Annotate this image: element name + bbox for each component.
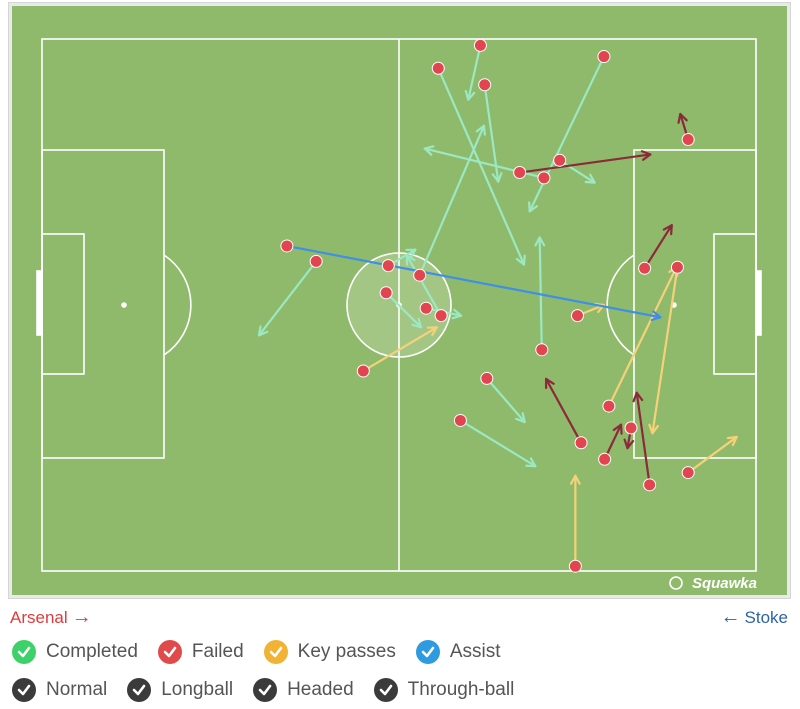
pass-origin-dot bbox=[602, 399, 616, 413]
legend-label: Through-ball bbox=[407, 679, 515, 700]
pass-origin-dot bbox=[670, 260, 684, 274]
legend-item-longball[interactable]: Longball bbox=[127, 678, 233, 702]
check-icon bbox=[373, 678, 398, 702]
pass-origin-dot bbox=[453, 413, 467, 427]
watermark-icon bbox=[669, 576, 683, 590]
pass-origin-dot bbox=[419, 301, 433, 315]
pass-origin-dot bbox=[480, 371, 494, 385]
pass-completed bbox=[385, 291, 423, 329]
legend-label: Normal bbox=[46, 679, 108, 700]
pass-origin-dot bbox=[473, 38, 487, 52]
legend-item-headed[interactable]: Headed bbox=[253, 678, 354, 702]
check-icon bbox=[415, 640, 440, 664]
pass-failed bbox=[544, 377, 583, 444]
pass-origin-dot bbox=[624, 421, 638, 435]
home-team: Arsenal → bbox=[10, 606, 96, 629]
arrow-right-icon: → bbox=[71, 606, 92, 628]
pass-origin-dot bbox=[598, 452, 612, 466]
left-penalty-arc bbox=[163, 254, 192, 356]
pass-origin-dot bbox=[643, 478, 657, 492]
pass-origin-dot bbox=[535, 343, 549, 357]
pass-origin-dot bbox=[434, 309, 448, 323]
pass-completed bbox=[464, 44, 482, 101]
check-icon bbox=[12, 678, 36, 702]
pass-completed bbox=[437, 67, 526, 266]
pass-origin-dot bbox=[379, 286, 393, 300]
pass-completed bbox=[257, 260, 318, 337]
legend-item-key-passes[interactable]: Key passes bbox=[263, 640, 396, 664]
pass-origin-dot bbox=[513, 166, 527, 180]
pass-origin-dot bbox=[568, 559, 582, 573]
pass-origin-dot bbox=[571, 309, 584, 323]
right-goal bbox=[755, 270, 762, 336]
pitch-frame: Squawka bbox=[8, 2, 791, 599]
pass-failed bbox=[643, 224, 673, 270]
legend-item-completed[interactable]: Completed bbox=[12, 640, 138, 664]
pass-key bbox=[362, 326, 438, 373]
pass-origin-dot bbox=[537, 171, 551, 185]
check-icon bbox=[157, 640, 182, 664]
pass-origin-dot bbox=[381, 259, 395, 273]
legend-label: Longball bbox=[161, 679, 234, 700]
pass-origin-dot bbox=[356, 364, 370, 378]
pass-origin-dot bbox=[413, 268, 427, 282]
legend-item-assist[interactable]: Assist bbox=[415, 640, 501, 664]
pass-origin-dot bbox=[478, 78, 492, 92]
legend-types: Normal Longball Headed Through-ball bbox=[12, 678, 534, 702]
pass-arrows bbox=[257, 44, 738, 568]
pass-failed bbox=[518, 150, 652, 174]
legend-label: Key passes bbox=[297, 641, 396, 662]
legend-outcomes: Completed Failed Key passes Assist bbox=[12, 640, 521, 664]
pass-origins bbox=[280, 38, 695, 573]
pass-origin-dot bbox=[638, 261, 652, 275]
pass-origin-dot bbox=[574, 436, 588, 450]
pass-completed bbox=[459, 419, 537, 468]
pass-completed bbox=[528, 55, 606, 213]
pass-key bbox=[687, 435, 738, 474]
arrow-left-icon: ← bbox=[720, 606, 741, 628]
pass-completed bbox=[485, 377, 526, 424]
home-team-name: Arsenal bbox=[10, 607, 68, 627]
check-icon bbox=[127, 678, 152, 702]
left-goal bbox=[36, 270, 43, 336]
pass-origin-dot bbox=[681, 133, 695, 147]
pass-key bbox=[648, 266, 679, 435]
check-icon bbox=[12, 640, 36, 664]
legend-item-failed[interactable]: Failed bbox=[157, 640, 244, 664]
pass-origin-dot bbox=[597, 50, 611, 64]
legend-label: Completed bbox=[46, 641, 138, 662]
check-icon bbox=[253, 678, 278, 702]
away-team: ← Stoke bbox=[717, 606, 788, 629]
pass-origin-dot bbox=[309, 254, 323, 268]
right-penalty-arc bbox=[606, 254, 635, 356]
legend-item-normal[interactable]: Normal bbox=[12, 678, 107, 702]
legend-label: Headed bbox=[287, 679, 354, 700]
pass-failed bbox=[632, 391, 651, 486]
check-icon bbox=[263, 640, 288, 664]
pass-key bbox=[569, 474, 581, 568]
pass-origin-dot bbox=[431, 61, 445, 75]
pitch: Squawka bbox=[12, 6, 787, 595]
legend-label: Assist bbox=[449, 641, 501, 662]
watermark: Squawka bbox=[692, 575, 757, 592]
pass-assist bbox=[285, 244, 662, 322]
pass-origin-dot bbox=[681, 466, 695, 480]
legend-label: Failed bbox=[191, 641, 244, 662]
pass-completed bbox=[558, 159, 596, 184]
away-team-name: Stoke bbox=[744, 607, 788, 627]
legend-item-through-ball[interactable]: Through-ball bbox=[373, 678, 515, 702]
left-penalty-spot bbox=[121, 302, 127, 308]
pass-origin-dot bbox=[553, 153, 567, 167]
pass-origin-dot bbox=[280, 239, 294, 253]
